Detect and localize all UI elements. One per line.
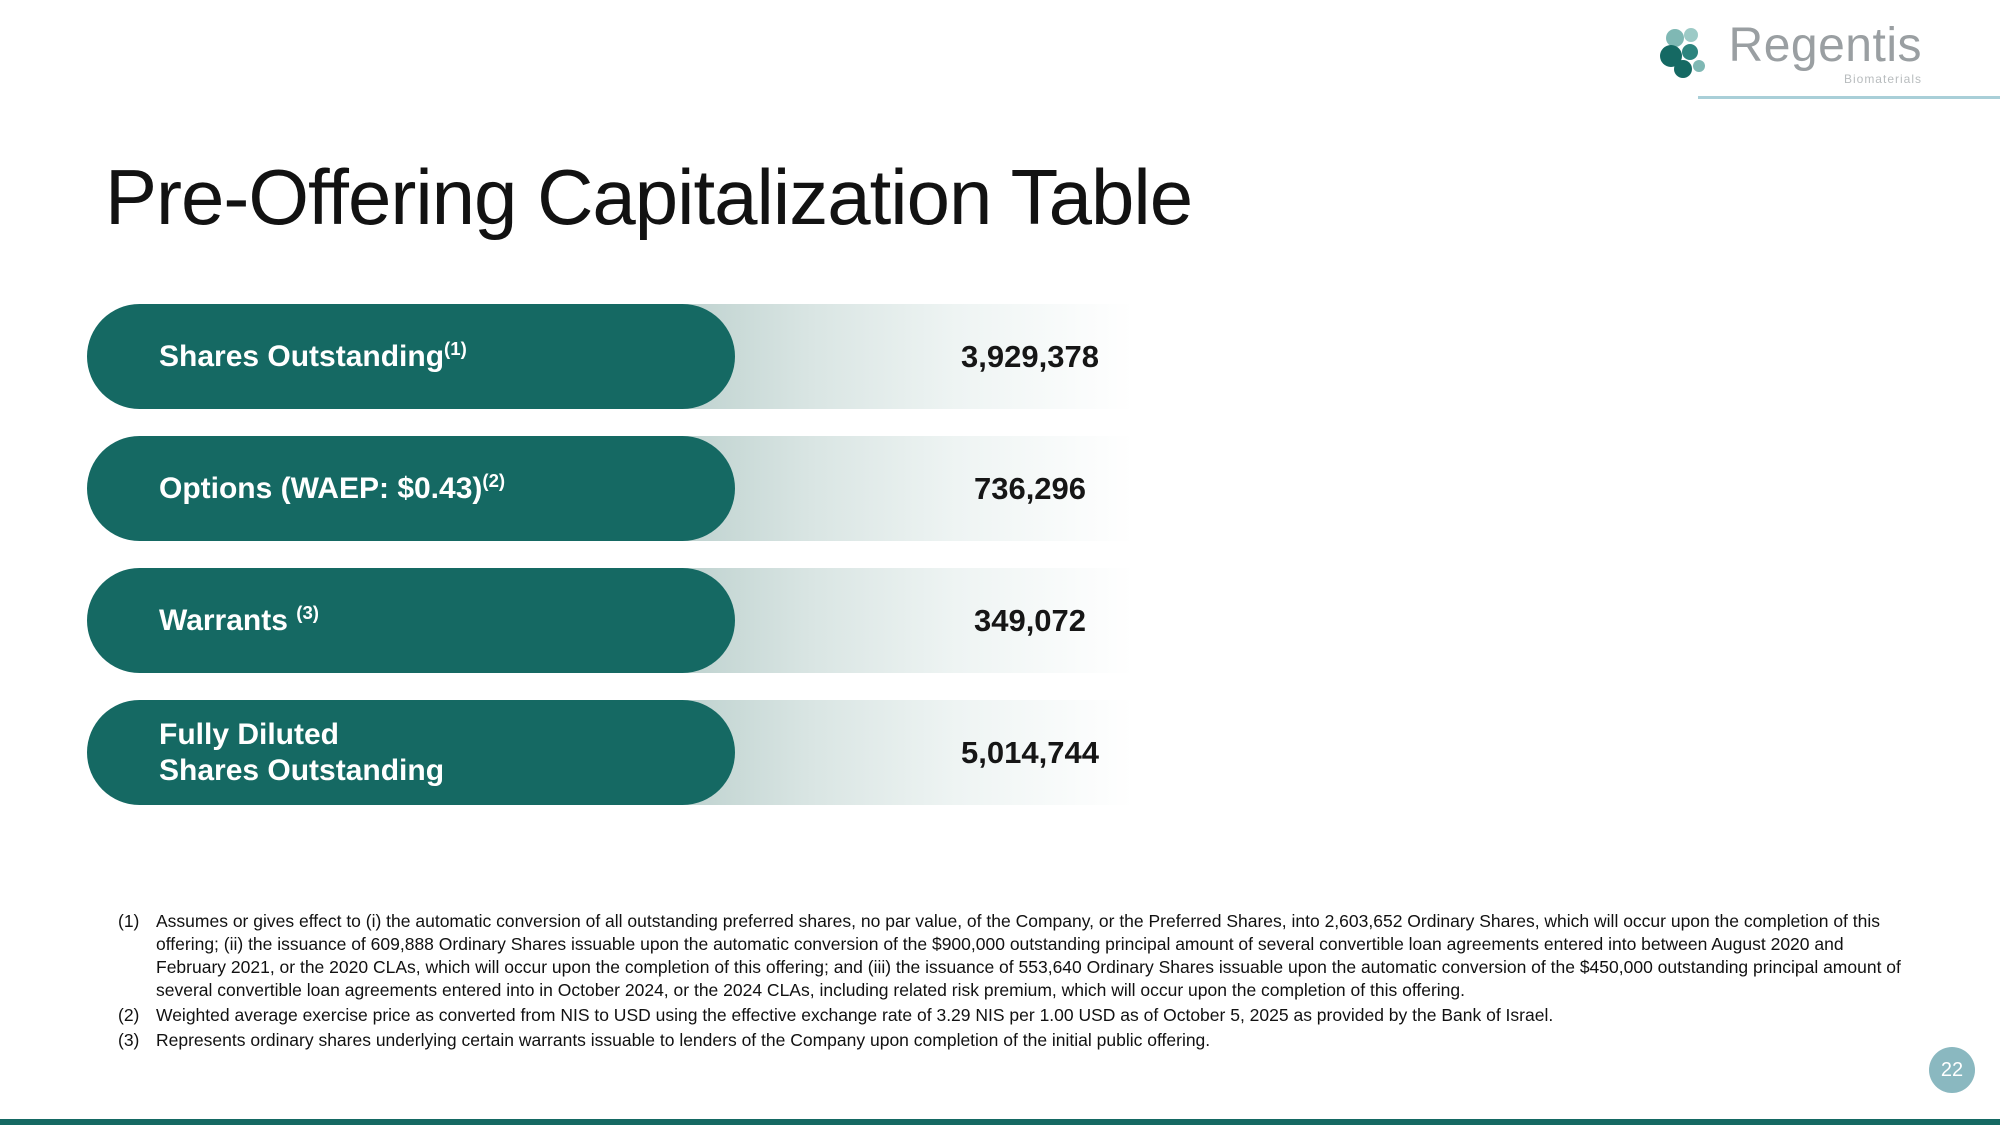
logo-subtitle: Biomaterials [1843,72,1922,86]
cap-table: Shares Outstanding(1) 3,929,378 Options … [87,304,1175,805]
footnote-3: (3) Represents ordinary shares underlyin… [118,1029,1908,1052]
row-value-bar: 3,929,378 [655,304,1175,409]
row-value-bar: 736,296 [655,436,1175,541]
page-title: Pre-Offering Capitalization Table [105,153,1193,242]
row-value: 349,072 [973,602,1087,638]
row-label: Options (WAEP: $0.43)(2) [159,470,505,506]
footnote-text: Represents ordinary shares underlying ce… [156,1030,1211,1051]
table-row: Fully Diluted Shares Outstanding 5,014,7… [87,700,1175,805]
footnote-text: Weighted average exercise price as conve… [156,1005,1554,1026]
row-value: 5,014,744 [961,734,1099,770]
row-value: 736,296 [973,470,1087,506]
footnote-marker: (1) [118,911,140,931]
logo-text: Regentis Biomaterials [1728,19,1922,87]
logo: Regentis Biomaterials [1657,22,1922,86]
row-label: Warrants (3) [159,602,319,638]
row-label-pill: Shares Outstanding(1) [87,304,735,409]
table-row: Options (WAEP: $0.43)(2) 736,296 [87,436,1175,541]
footnote-marker: (3) [118,1030,140,1051]
row-label-text: Shares Outstanding [159,340,445,374]
footnotes: (1) Assumes or gives effect to (i) the a… [118,910,1908,1053]
row-label: Fully Diluted Shares Outstanding [159,717,444,789]
table-row: Warrants (3) 349,072 [87,568,1175,673]
row-label-footnote-ref: (3) [296,602,319,624]
row-value-bar: 349,072 [655,568,1175,673]
row-value: 3,929,378 [961,338,1099,374]
regentis-logo-icon [1659,28,1705,78]
bottom-accent-strip [0,1119,2000,1125]
row-label-footnote-ref: (1) [444,338,467,360]
footnote-text: Assumes or gives effect to (i) the autom… [156,911,1901,1001]
footnote-marker: (2) [118,1005,140,1026]
footnote-1: (1) Assumes or gives effect to (i) the a… [118,910,1908,1002]
row-label-text: Options (WAEP: $0.43) [159,472,483,506]
logo-name: Regentis [1728,19,1922,72]
table-row: Shares Outstanding(1) 3,929,378 [87,304,1175,409]
row-label-pill: Warrants (3) [87,568,735,673]
page-number-badge: 22 [1929,1047,1975,1093]
row-label-footnote-ref: (2) [482,470,506,492]
row-value-bar: 5,014,744 [655,700,1175,805]
row-label-text: Fully Diluted Shares Outstanding [159,717,445,787]
logo-underline [1698,96,2000,99]
footnote-2: (2) Weighted average exercise price as c… [118,1004,1908,1027]
row-label-pill: Options (WAEP: $0.43)(2) [87,436,735,541]
row-label-pill: Fully Diluted Shares Outstanding [87,700,735,805]
row-label: Shares Outstanding(1) [159,338,467,374]
row-label-text: Warrants [159,604,297,638]
